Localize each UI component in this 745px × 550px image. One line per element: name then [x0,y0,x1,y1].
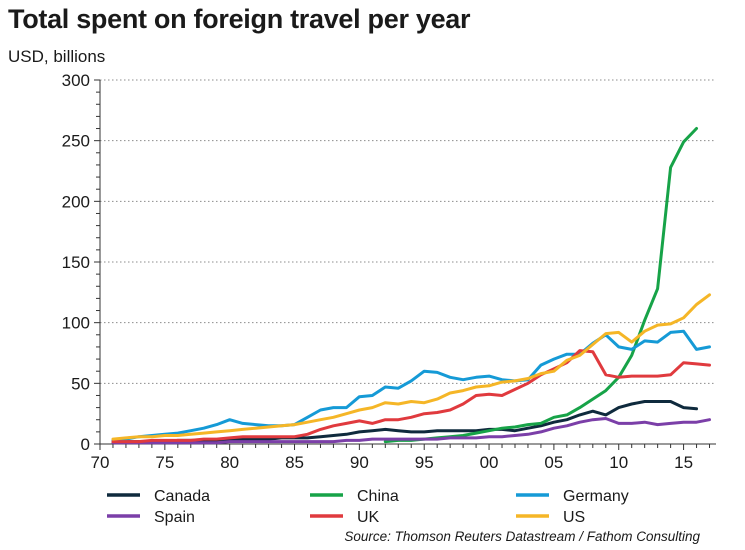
legend-label-china: China [357,488,399,505]
y-tick-label: 50 [71,374,90,393]
y-tick-label: 100 [62,314,90,333]
x-tick-label: 05 [544,453,563,472]
source-note: Source: Thomson Reuters Datastream / Fat… [344,529,700,544]
x-tick-label: 10 [609,453,628,472]
x-tick-label: 70 [91,453,110,472]
x-tick-label: 75 [155,453,174,472]
series-line-germany [111,329,711,442]
x-tick-label: 00 [480,453,499,472]
x-tick-label: 95 [415,453,434,472]
x-tick-label: 90 [350,453,369,472]
x-tick-label: 15 [674,453,693,472]
series-line-china [383,127,698,444]
chart-subtitle: USD, billions [8,47,106,66]
x-tick-label: 85 [285,453,304,472]
legend-label-germany: Germany [563,488,629,505]
legend-label-us: US [563,509,585,526]
legend-label-spain: Spain [154,509,195,526]
series-line-canada [111,400,698,444]
legend-label-uk: UK [357,509,380,526]
series-line-uk [111,349,711,444]
y-tick-label: 200 [62,192,90,211]
y-tick-label: 0 [81,435,90,454]
y-tick-label: 300 [62,71,90,90]
series-lines [111,127,711,445]
chart-title: Total spent on foreign travel per year [8,4,471,34]
legend: Canada China Germany Spain UK US [107,488,629,526]
series-line-spain [111,417,711,445]
legend-label-canada: Canada [154,488,210,505]
axes: 0 50 100 150 200 250 300 70 75 80 85 90 95 00 05 10 15 [62,71,716,472]
series-line-us [111,293,711,441]
y-tick-label: 250 [62,132,90,151]
y-tick-label: 150 [62,253,90,272]
x-tick-label: 80 [220,453,239,472]
